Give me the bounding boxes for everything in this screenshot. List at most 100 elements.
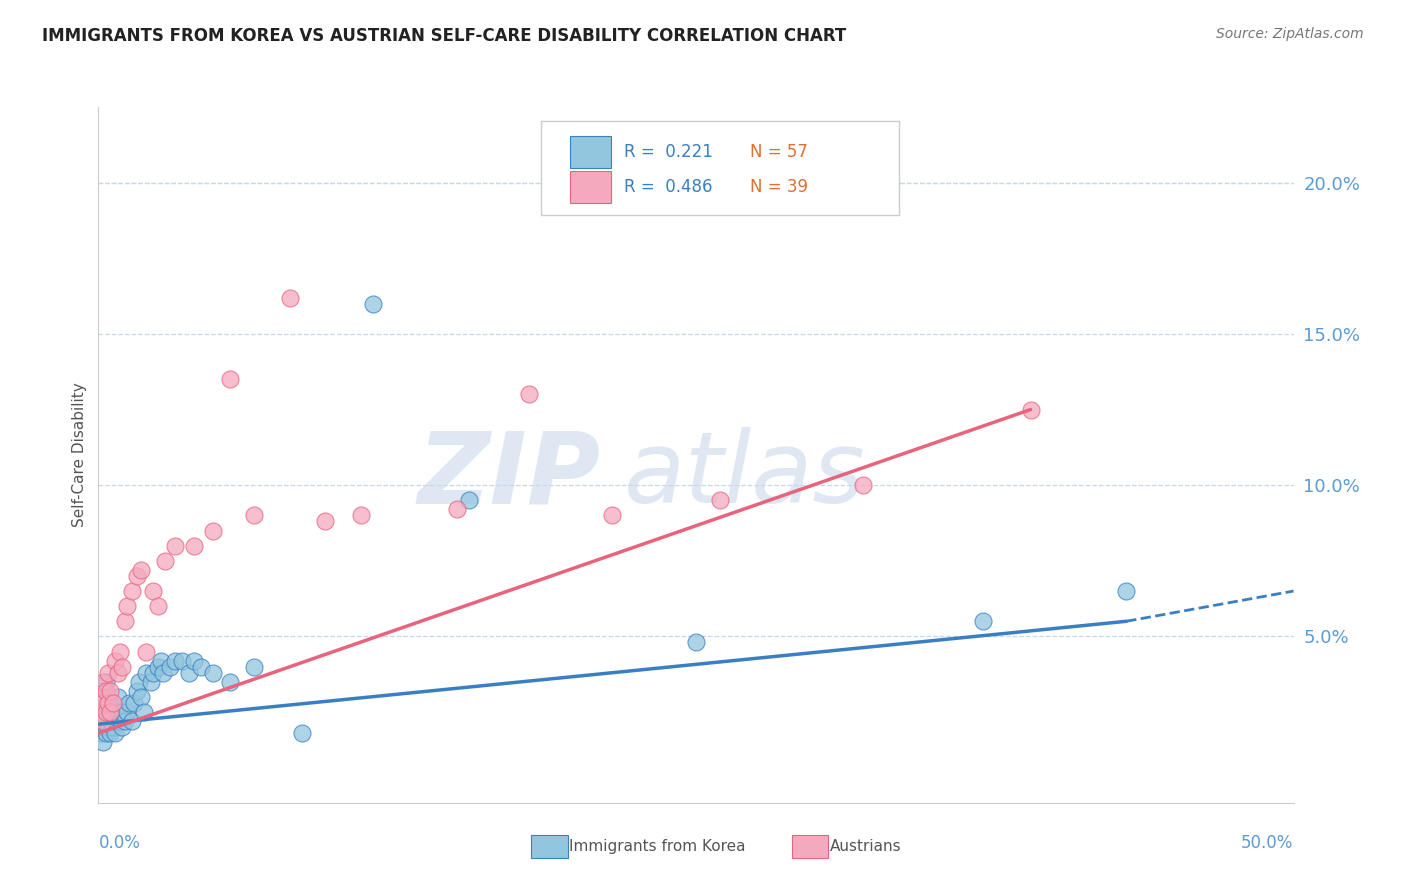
Point	[125, 569, 148, 583]
Point	[104, 654, 127, 668]
Point	[159, 659, 181, 673]
Point	[121, 584, 143, 599]
Point	[128, 674, 150, 689]
Point	[278, 291, 301, 305]
Point	[97, 665, 120, 680]
Point	[90, 726, 112, 740]
FancyBboxPatch shape	[540, 121, 900, 215]
Point	[124, 696, 146, 710]
Point	[148, 659, 170, 673]
Point	[91, 684, 114, 698]
FancyBboxPatch shape	[571, 136, 612, 169]
Point	[111, 659, 134, 673]
Point	[852, 478, 875, 492]
Point	[363, 296, 385, 310]
Point	[131, 563, 153, 577]
Text: ZIP: ZIP	[418, 427, 600, 524]
Point	[219, 674, 242, 689]
Point	[600, 508, 623, 523]
Point	[101, 705, 124, 719]
Point	[121, 714, 143, 728]
Text: Immigrants from Korea: Immigrants from Korea	[569, 839, 747, 854]
Point	[97, 696, 120, 710]
Point	[98, 696, 122, 710]
Point	[94, 714, 117, 728]
Text: atlas: atlas	[624, 427, 866, 524]
Text: Source: ZipAtlas.com: Source: ZipAtlas.com	[1216, 27, 1364, 41]
Point	[172, 654, 194, 668]
Point	[115, 705, 138, 719]
Point	[115, 599, 138, 614]
Point	[132, 705, 155, 719]
Point	[97, 705, 120, 719]
Point	[183, 539, 205, 553]
Point	[149, 654, 172, 668]
Point	[91, 696, 114, 710]
Point	[972, 615, 994, 629]
Point	[131, 690, 153, 704]
Point	[98, 726, 122, 740]
Point	[94, 726, 117, 740]
Point	[290, 726, 312, 740]
Point	[243, 508, 266, 523]
Point	[108, 644, 131, 658]
Point	[163, 654, 186, 668]
Point	[90, 705, 112, 719]
Point	[118, 696, 141, 710]
Point	[90, 705, 112, 719]
Y-axis label: Self-Care Disability: Self-Care Disability	[72, 383, 87, 527]
Point	[139, 674, 162, 689]
FancyBboxPatch shape	[571, 171, 612, 203]
Text: 50.0%: 50.0%	[1241, 834, 1294, 852]
Point	[91, 735, 114, 749]
Point	[163, 539, 186, 553]
Point	[111, 720, 134, 734]
Point	[94, 684, 117, 698]
Point	[107, 690, 129, 704]
Point	[458, 493, 481, 508]
Point	[243, 659, 266, 673]
Point	[111, 705, 134, 719]
Point	[685, 635, 707, 649]
Point	[90, 690, 112, 704]
Text: N = 57: N = 57	[749, 144, 807, 161]
Point	[91, 705, 114, 719]
Point	[107, 665, 129, 680]
Point	[104, 714, 127, 728]
Point	[517, 387, 540, 401]
Text: Austrians: Austrians	[830, 839, 901, 854]
Text: R =  0.486: R = 0.486	[624, 178, 713, 196]
Text: IMMIGRANTS FROM KOREA VS AUSTRIAN SELF-CARE DISABILITY CORRELATION CHART: IMMIGRANTS FROM KOREA VS AUSTRIAN SELF-C…	[42, 27, 846, 45]
Point	[91, 696, 114, 710]
Point	[1019, 402, 1042, 417]
Point	[190, 659, 212, 673]
Point	[219, 372, 242, 386]
Point	[101, 696, 124, 710]
Point	[709, 493, 731, 508]
Point	[1115, 584, 1137, 599]
Point	[446, 502, 468, 516]
Point	[90, 690, 112, 704]
Point	[135, 665, 157, 680]
Point	[114, 714, 136, 728]
Point	[98, 705, 122, 719]
Point	[104, 726, 127, 740]
Point	[135, 644, 157, 658]
Point	[183, 654, 205, 668]
Point	[91, 714, 114, 728]
Point	[94, 696, 117, 710]
Point	[202, 524, 225, 538]
Point	[90, 714, 112, 728]
Point	[91, 674, 114, 689]
Point	[125, 684, 148, 698]
Text: 0.0%: 0.0%	[98, 834, 141, 852]
Point	[148, 599, 170, 614]
Text: R =  0.221: R = 0.221	[624, 144, 713, 161]
Point	[94, 705, 117, 719]
Point	[155, 554, 177, 568]
Point	[98, 684, 122, 698]
Point	[202, 665, 225, 680]
Point	[97, 720, 120, 734]
Point	[108, 714, 131, 728]
Point	[142, 584, 165, 599]
